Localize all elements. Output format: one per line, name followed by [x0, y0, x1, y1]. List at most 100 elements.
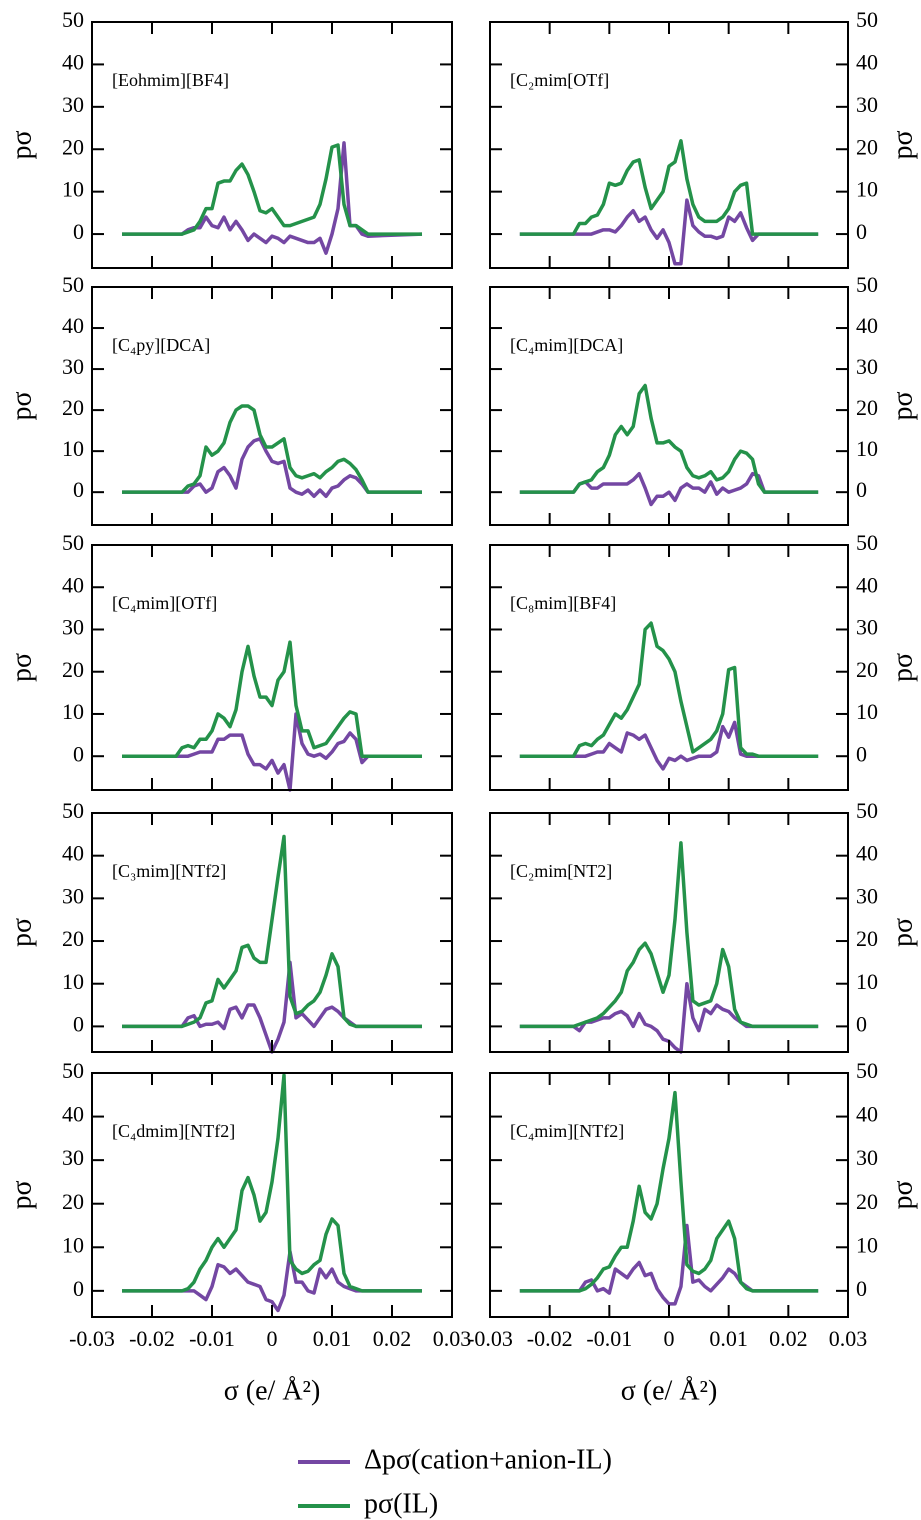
y-tick-label: 40	[856, 572, 878, 597]
y-tick-label: 40	[856, 1102, 878, 1127]
series-line	[519, 1223, 819, 1306]
y-tick-label: 50	[856, 7, 878, 32]
y-tick-label: 20	[62, 926, 84, 951]
x-tick-label: 0.01	[313, 1326, 352, 1351]
y-tick-label: 30	[62, 354, 84, 379]
legend-label: Δpσ(cation+anion-IL)	[364, 1444, 612, 1475]
y-tick-label: 40	[62, 49, 84, 74]
series-line	[519, 1090, 819, 1293]
annotation: [C₃mim][NTf2]	[112, 861, 226, 881]
x-tick-label: 0.03	[433, 1326, 472, 1351]
y-tick-label: 50	[856, 272, 878, 297]
x-tick-label: -0.01	[586, 1326, 632, 1351]
y-tick-label: 30	[62, 92, 84, 117]
y-tick-label: 40	[62, 841, 84, 866]
y-tick-label: 40	[856, 313, 878, 338]
annotation: [C₂mim[OTf]	[510, 70, 609, 90]
plot-frame	[489, 812, 849, 1053]
y-tick-label: 0	[73, 1011, 84, 1036]
y-tick-label: 10	[856, 177, 878, 202]
y-tick-label: 50	[856, 798, 878, 823]
y-axis-label: pσ	[887, 391, 918, 420]
series-line	[519, 621, 819, 758]
y-tick-label: 50	[62, 272, 84, 297]
y-axis-label: pσ	[6, 1180, 37, 1209]
y-tick-label: 10	[856, 969, 878, 994]
y-axis-label: pσ	[6, 130, 37, 159]
y-tick-label: 50	[62, 530, 84, 555]
x-tick-label: 0.02	[769, 1326, 808, 1351]
x-tick-label: 0.03	[829, 1326, 868, 1351]
series-line	[122, 1073, 422, 1293]
y-tick-label: 30	[62, 615, 84, 640]
x-tick-label: -0.01	[189, 1326, 235, 1351]
series-line	[519, 383, 819, 494]
y-tick-label: 0	[73, 741, 84, 766]
y-tick-label: 10	[62, 1232, 84, 1257]
x-tick-label: 0	[664, 1326, 675, 1351]
y-tick-label: 40	[856, 841, 878, 866]
y-tick-label: 20	[62, 1189, 84, 1214]
series-line	[519, 720, 819, 771]
annotation: [C₄mim][NTf2]	[510, 1121, 624, 1141]
y-tick-label: 30	[856, 1145, 878, 1170]
y-tick-label: 50	[62, 798, 84, 823]
y-tick-label: 20	[62, 657, 84, 682]
x-tick-label: -0.03	[69, 1326, 115, 1351]
annotation: [C₄mim][DCA]	[510, 335, 623, 355]
y-tick-label: 40	[62, 313, 84, 338]
plot-frame	[91, 812, 453, 1053]
y-tick-label: 20	[856, 395, 878, 420]
y-axis-label: pσ	[6, 391, 37, 420]
annotation: [C₄mim][OTf]	[112, 593, 217, 613]
y-tick-label: 50	[62, 7, 84, 32]
y-tick-label: 20	[62, 395, 84, 420]
y-tick-label: 40	[62, 572, 84, 597]
annotation: [Eohmim][BF4]	[112, 70, 229, 90]
y-tick-label: 10	[856, 699, 878, 724]
plot-frame	[91, 544, 453, 791]
plot-frame	[489, 286, 849, 526]
annotation: [C₄py][DCA]	[112, 335, 210, 355]
x-axis-label: σ (e/ Å²)	[224, 1375, 321, 1406]
annotation: [C₈mim][BF4]	[510, 593, 616, 613]
annotation: [C₄dmim][NTf2]	[112, 1121, 235, 1141]
y-tick-label: 30	[856, 883, 878, 908]
series-line	[519, 198, 819, 266]
x-axis-label: σ (e/ Å²)	[621, 1375, 718, 1406]
y-tick-label: 50	[856, 1058, 878, 1083]
y-tick-label: 0	[856, 219, 867, 244]
y-tick-label: 50	[62, 1058, 84, 1083]
y-tick-label: 10	[856, 436, 878, 461]
series-line	[122, 141, 423, 255]
series-line	[122, 1249, 422, 1313]
plot-frame	[91, 21, 453, 269]
plot-frame	[91, 286, 453, 526]
y-axis-label: pσ	[887, 1180, 918, 1209]
y-tick-label: 0	[73, 219, 84, 244]
y-tick-label: 20	[856, 926, 878, 951]
series-line	[122, 143, 422, 236]
y-tick-label: 30	[62, 1145, 84, 1170]
series-line	[122, 834, 422, 1029]
y-tick-label: 20	[62, 134, 84, 159]
y-tick-label: 50	[856, 530, 878, 555]
series-line	[519, 139, 819, 236]
series-line	[519, 471, 819, 507]
y-tick-label: 20	[856, 657, 878, 682]
series-line	[122, 640, 422, 758]
y-tick-label: 30	[62, 883, 84, 908]
series-line	[122, 404, 422, 494]
plot-frame	[91, 1072, 453, 1318]
legend-label: pσ(IL)	[364, 1488, 438, 1519]
y-tick-label: 0	[856, 741, 867, 766]
y-tick-label: 40	[856, 49, 878, 74]
x-tick-label: -0.02	[527, 1326, 573, 1351]
series-line	[122, 712, 422, 792]
y-axis-label: pσ	[6, 918, 37, 947]
y-tick-label: 20	[856, 134, 878, 159]
y-tick-label: 10	[62, 699, 84, 724]
y-axis-label: pσ	[887, 130, 918, 159]
